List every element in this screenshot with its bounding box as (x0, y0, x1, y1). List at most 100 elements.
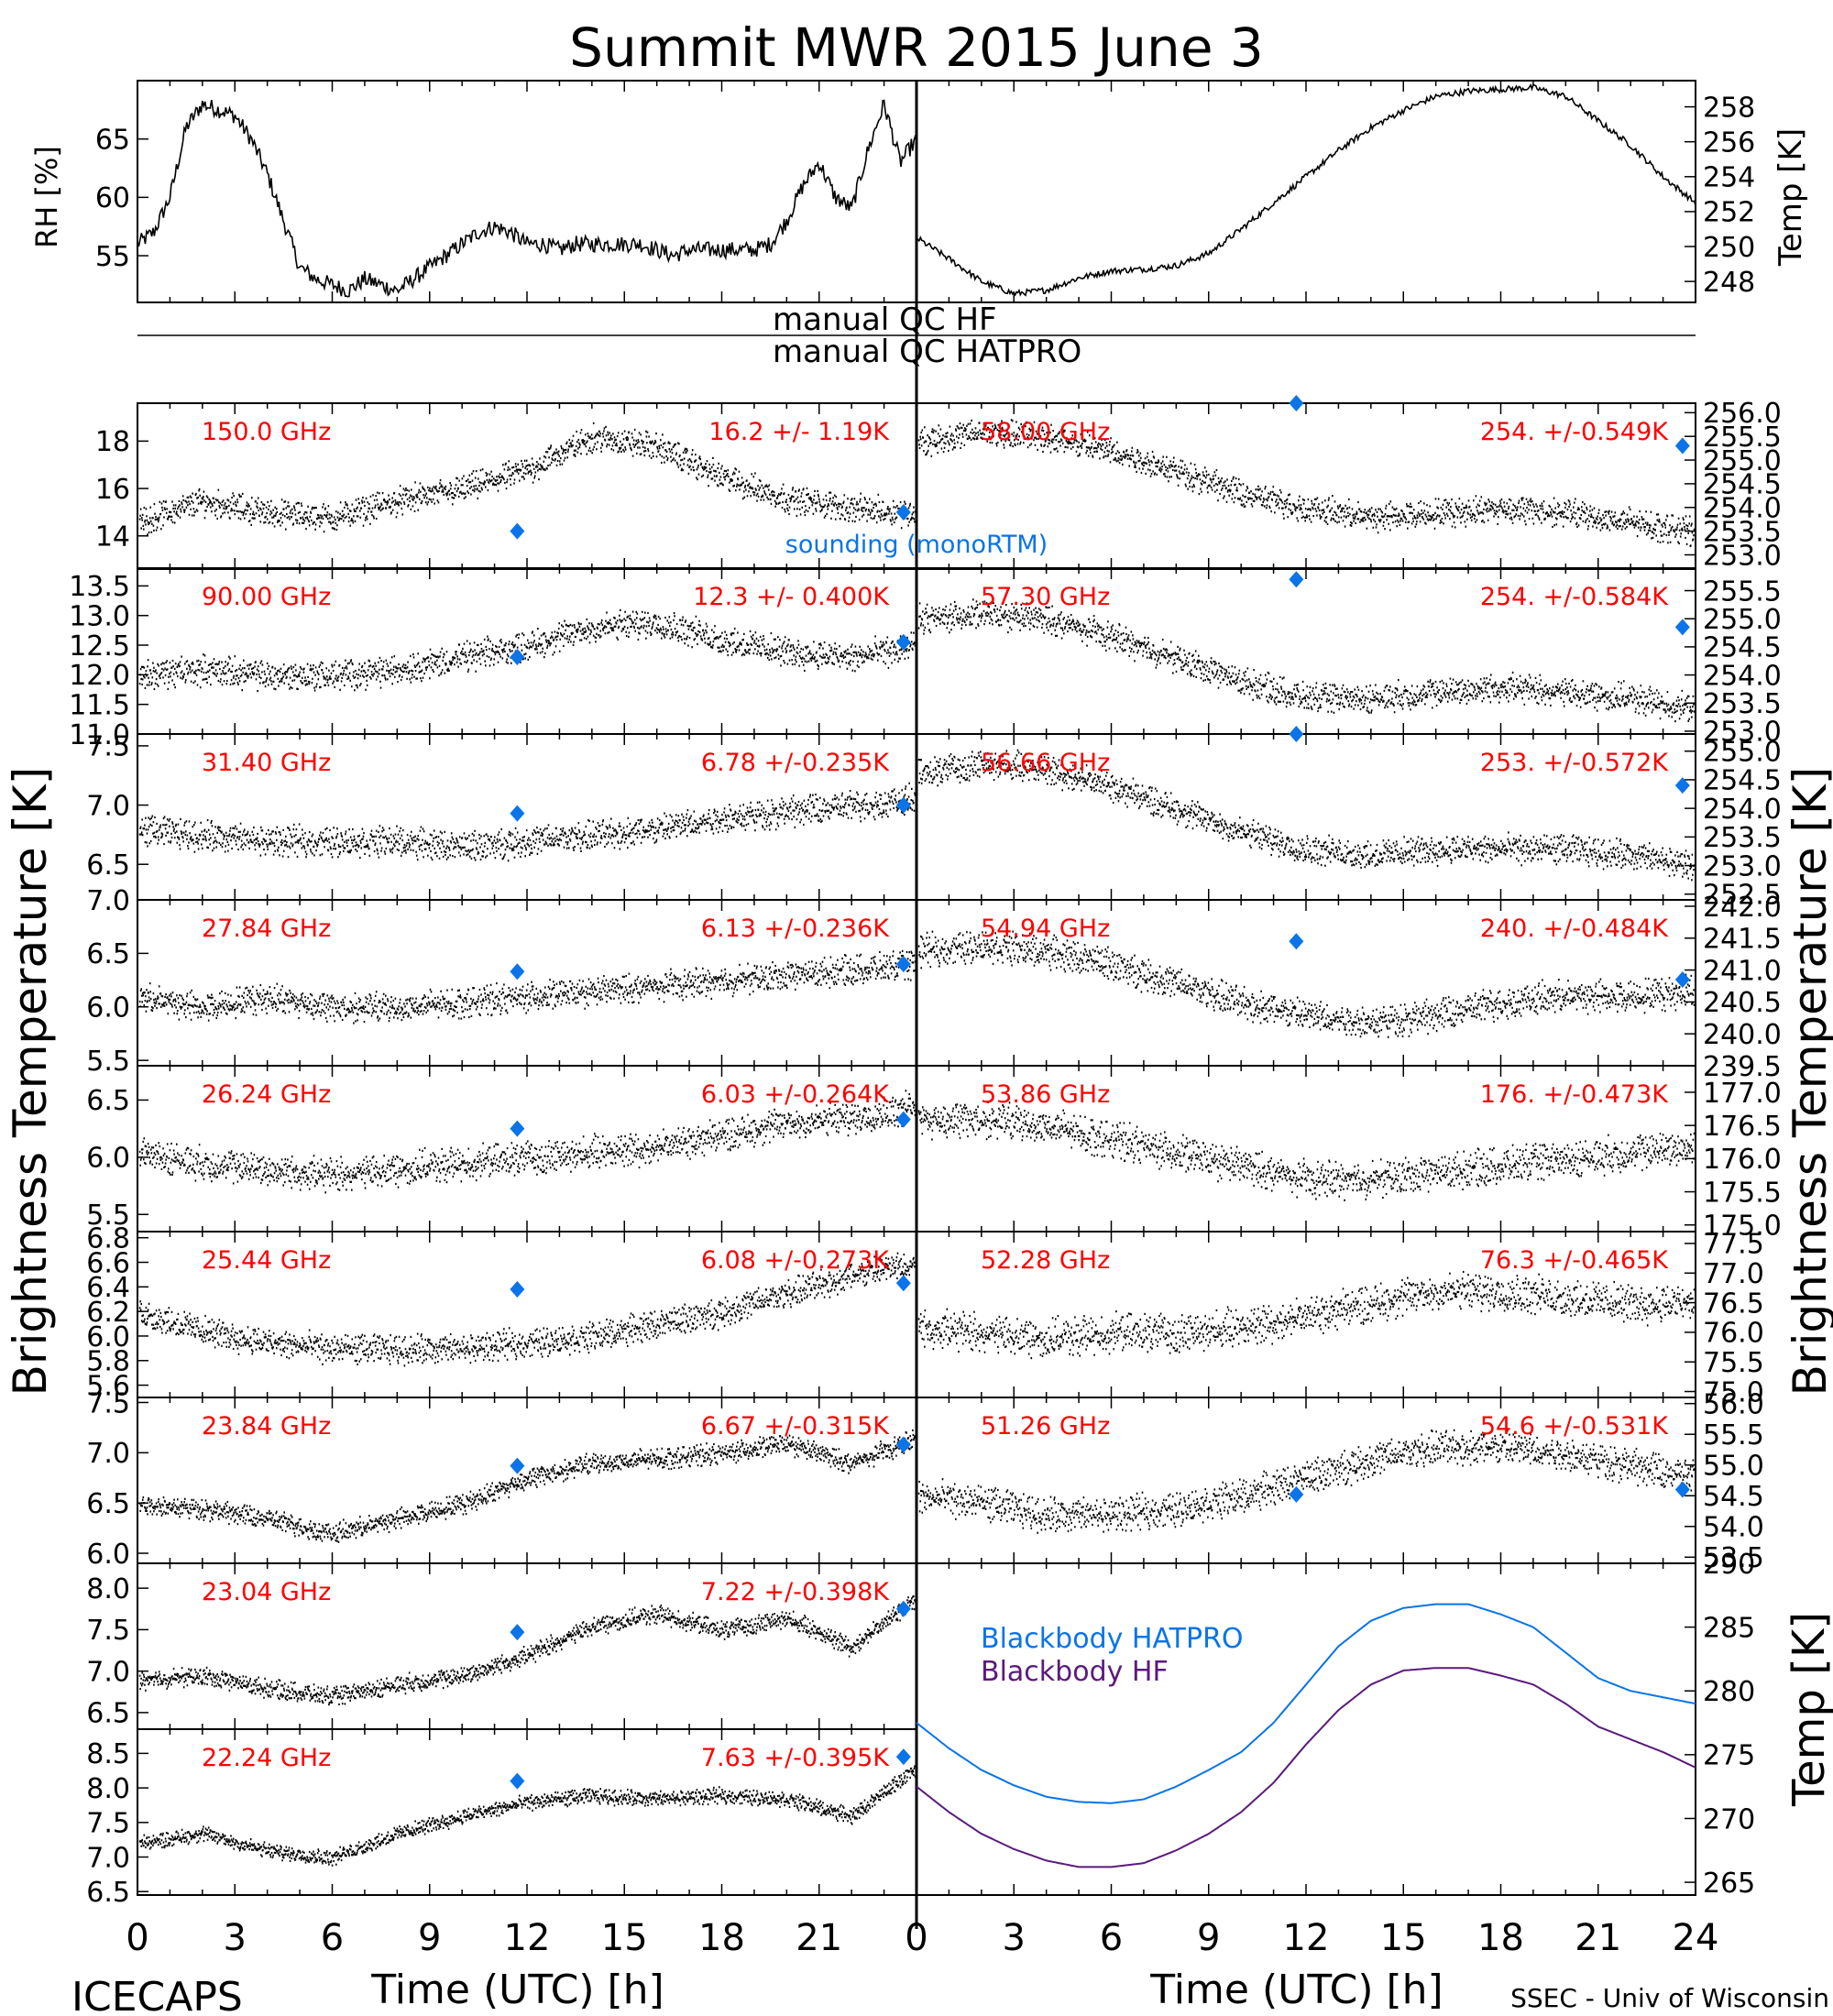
panel-ch-31.40-point (466, 837, 468, 839)
panel-ch-31.40-point (557, 843, 559, 846)
panel-ch-150.0-point (600, 450, 602, 453)
panel-ch-150.0-point (145, 508, 148, 510)
panel-ch-31.40-point (178, 836, 180, 839)
panel-ch-150.0-point (191, 514, 193, 517)
panel-ch-150.0-point (433, 486, 434, 488)
panel-ch-31.40-point (703, 818, 706, 821)
panel-ch-31.40-point (206, 846, 208, 849)
panel-ch-90.00-point (501, 649, 503, 652)
panel-ch-150.0-point (792, 487, 794, 489)
panel-ch-150.0-point (484, 481, 486, 484)
panel-ch-90.00-point (807, 645, 809, 648)
panel-ch-31.40-point (372, 839, 375, 842)
panel-ch-90.00-point (639, 618, 642, 620)
panel-ch-31.40-point (289, 828, 291, 831)
panel-ch-90.00-point (587, 635, 589, 638)
panel-ch-31.40-point (638, 822, 641, 826)
panel-ch-150.0-point (269, 505, 270, 508)
panel-ch-90.00-point (881, 645, 883, 648)
panel-ch-90.00-point (449, 661, 452, 663)
panel-ch-150.0-point (675, 443, 676, 445)
panel-ch-90.00-point (433, 654, 435, 657)
panel-ch-150.0-point (706, 460, 708, 463)
panel-ch-150.0-point (477, 477, 479, 480)
panel-ch-150.0-point (291, 516, 292, 519)
panel-ch-31.40-point (272, 853, 275, 856)
panel-ch-31.40-point (479, 846, 481, 849)
panel-ch-150.0-point (752, 491, 754, 494)
panel-ch-31.40-point (664, 828, 666, 831)
panel-ch-31.40-point (319, 834, 321, 837)
panel-ch-150.0-point (602, 433, 604, 435)
panel-ch-150.0-point (352, 521, 355, 524)
panel-ch-90.00-point (189, 668, 191, 671)
panel-ch-150.0-point (631, 433, 633, 435)
panel-ch-90.00-point (359, 674, 362, 677)
panel-ch-90.00-point (894, 643, 895, 646)
panel-ch-90.00-point (490, 649, 493, 652)
panel-ch-90.00-point (717, 646, 719, 649)
panel-ch-150.0-point (333, 516, 335, 519)
panel-ch-90.00-point (156, 672, 158, 674)
panel-ch-150.0-point (873, 507, 874, 509)
panel-ch-90.00-point (638, 631, 640, 634)
panel-ch-150.0-point (502, 477, 505, 479)
panel-ch-150.0-point (292, 522, 295, 525)
panel-ch-150.0-point (828, 503, 829, 506)
panel-ch-150.0-point (624, 448, 627, 451)
panel-ch-150.0-point (556, 451, 558, 454)
panel-ch-90.00-point (269, 676, 272, 679)
panel-ch-150.0-point (299, 510, 301, 513)
panel-ch-90.00-point (840, 655, 843, 658)
panel-ch-31.40-point (269, 841, 271, 844)
panel-ch-90.00-point (265, 679, 268, 682)
panel-ch-90.00-point (810, 659, 813, 662)
panel-ch-90.00-point (343, 672, 345, 674)
panel-ch-31.40-point (480, 835, 482, 838)
panel-ch-150.0-point (387, 499, 389, 502)
panel-ch-150.0-point (730, 478, 731, 481)
panel-ch-150.0-point (698, 456, 700, 459)
panel-ch-31.40-point (763, 807, 765, 810)
panel-ch-150.0-point (810, 499, 812, 501)
panel-ch-31.40-point (806, 810, 808, 813)
panel-ch-150.0-point (613, 441, 615, 444)
panel-ch-150.0-point (821, 509, 823, 511)
panel-ch-150.0-point (892, 499, 895, 502)
panel-ch-31.40-point (481, 855, 483, 858)
panel-ch-31.40-point (433, 837, 434, 839)
panel-ch-150.0-point (174, 507, 176, 509)
panel-ch-90.00-point (844, 655, 847, 658)
panel-ch-90.00-point (904, 657, 906, 660)
panel-ch-150.0-point (386, 501, 388, 504)
panel-ch-150.0-point (872, 509, 873, 512)
panel-ch-31.40-point (635, 823, 637, 827)
panel-ch-150.0-point (569, 445, 571, 448)
panel-ch-90.00-point (771, 647, 774, 650)
panel-ch-150.0-point (681, 467, 683, 470)
panel-ch-150.0-point (913, 518, 916, 520)
panel-ch-150.0-point (311, 508, 313, 510)
panel-ch-150.0-point (320, 517, 323, 520)
panel-ch-90.00-point (523, 643, 526, 646)
panel-ch-90.00-point (789, 645, 792, 648)
panel-ch-90.00-point (394, 671, 397, 674)
panel-ch-31.40-point (838, 798, 840, 801)
panel-ch-90.00-point (691, 621, 694, 624)
panel-ch-90.00-point (804, 660, 807, 663)
panel-ch-90.00-point (613, 616, 615, 619)
panel-ch-31.40-point (572, 830, 574, 833)
panel-ch-31.40-point (522, 839, 525, 842)
panel-ch-150.0-point (308, 524, 311, 527)
panel-ch-90.00-point (300, 680, 302, 683)
panel-ch-31.40-point (698, 831, 700, 834)
panel-ch-31.40-point (368, 854, 371, 857)
panel-ch-31.40-point (441, 832, 443, 835)
panel-ch-150.0-point (332, 520, 335, 523)
panel-ch-150.0-point (672, 458, 674, 462)
panel-ch-31.40-point (262, 843, 264, 846)
panel-ch-150.0-point (346, 515, 347, 518)
panel-ch-31.40-point (480, 843, 483, 846)
panel-ch-31.40-point (832, 806, 834, 809)
panel-ch-31.40-point (407, 838, 410, 841)
